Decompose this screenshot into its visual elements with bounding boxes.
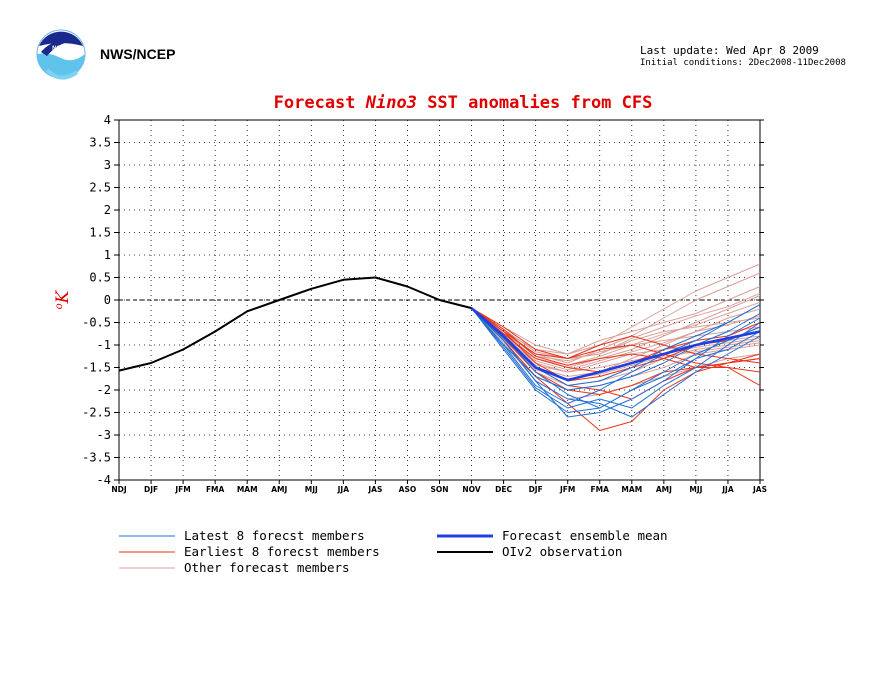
x-tick-label: JFM bbox=[559, 485, 575, 494]
y-tick-label: 3.5 bbox=[89, 136, 111, 150]
noaa-logo-wordmark: NOAA bbox=[52, 46, 70, 52]
x-tick-label: JFM bbox=[174, 485, 190, 494]
series-line-latest bbox=[471, 307, 761, 418]
chart-title: Forecast Nino3 SST anomalies from CFS bbox=[274, 93, 653, 113]
y-tick-label: -3.5 bbox=[82, 451, 111, 465]
chart-title-text: Forecast Nino3 SST anomalies from CFS bbox=[274, 93, 653, 113]
series-line-earliest bbox=[471, 307, 761, 368]
x-tick-label: NOV bbox=[462, 485, 480, 494]
x-tick-label: MJJ bbox=[305, 485, 318, 494]
x-tick-label: MJJ bbox=[689, 485, 702, 494]
y-tick-label: -3 bbox=[97, 428, 111, 442]
x-tick-label: MAM bbox=[621, 485, 642, 494]
x-tick-label: FMA bbox=[591, 485, 610, 494]
legend-label: Forecast ensemble mean bbox=[502, 528, 668, 543]
chart-axes: 4 3.5 3 2.5 2 1.5 1 0.5 0 -0.5 -1 -1.5 -2 -2.5 -3 -3.5 -… bbox=[53, 113, 767, 494]
x-tick-label: JAS bbox=[367, 485, 382, 494]
noaa-logo: NOAA bbox=[36, 29, 86, 80]
chart-title-part3: SST anomalies from CFS bbox=[417, 93, 652, 113]
y-tick-label: 3 bbox=[104, 158, 111, 172]
legend-label: Earliest 8 forecst members bbox=[184, 544, 380, 559]
y-tick-label: -1.5 bbox=[82, 361, 111, 375]
last-update-text: Last update: Wed Apr 8 2009 bbox=[640, 44, 819, 57]
org-label: NWS/NCEP bbox=[100, 46, 176, 62]
x-tick-label: AMJ bbox=[656, 485, 672, 494]
legend-label: OIv2 observation bbox=[502, 544, 622, 559]
series-line-other bbox=[471, 292, 761, 359]
x-tick-label: SON bbox=[430, 485, 448, 494]
y-axis-label-degree: o bbox=[54, 303, 65, 309]
initial-conditions-text: Initial conditions: 2Dec2008-11Dec2008 bbox=[640, 58, 846, 68]
x-tick-label: JJA bbox=[721, 485, 734, 494]
series-line-other bbox=[471, 301, 761, 362]
y-tick-label: 0 bbox=[104, 293, 111, 307]
y-tick-label: -1 bbox=[97, 338, 111, 352]
series-line-latest bbox=[471, 307, 761, 409]
y-tick-label: 0.5 bbox=[89, 271, 111, 285]
x-tick-label: DEC bbox=[495, 485, 512, 494]
y-tick-label: -0.5 bbox=[82, 316, 111, 330]
y-tick-label: 1 bbox=[104, 248, 111, 262]
x-tick-label: MAM bbox=[237, 485, 258, 494]
legend-label: Latest 8 forecst members bbox=[184, 528, 365, 543]
y-tick-label: -2 bbox=[97, 383, 111, 397]
legend-label: Other forecast members bbox=[184, 560, 350, 575]
x-tick-label: FMA bbox=[206, 485, 225, 494]
x-tick-label: DJF bbox=[144, 485, 158, 494]
chart-title-part2: Nino3 bbox=[365, 93, 417, 113]
x-tick-label: ASO bbox=[399, 485, 417, 494]
chart-title-part1: Forecast bbox=[274, 93, 366, 113]
y-tick-label: 4 bbox=[104, 113, 111, 127]
x-tick-label: AMJ bbox=[271, 485, 287, 494]
x-tick-label: JJA bbox=[337, 485, 350, 494]
series-line-mean bbox=[470, 307, 761, 382]
x-tick-label: JAS bbox=[752, 485, 767, 494]
series-line-other bbox=[471, 286, 761, 355]
y-tick-label: -4 bbox=[97, 473, 111, 487]
update-info: Last update: Wed Apr 8 2009 Initial cond… bbox=[640, 44, 846, 70]
x-tick-label: DJF bbox=[529, 485, 543, 494]
y-axis-label: oK bbox=[53, 289, 73, 309]
chart-series bbox=[118, 263, 761, 431]
y-tick-label: -2.5 bbox=[82, 406, 111, 420]
y-tick-label: 2 bbox=[104, 203, 111, 217]
y-axis-label-unit: K bbox=[53, 289, 73, 304]
x-tick-label: NDJ bbox=[111, 485, 127, 494]
y-tick-label: 2.5 bbox=[89, 181, 111, 195]
series-line-latest bbox=[471, 307, 761, 409]
series-line-observation bbox=[118, 276, 472, 372]
y-tick-label: 1.5 bbox=[89, 226, 111, 240]
